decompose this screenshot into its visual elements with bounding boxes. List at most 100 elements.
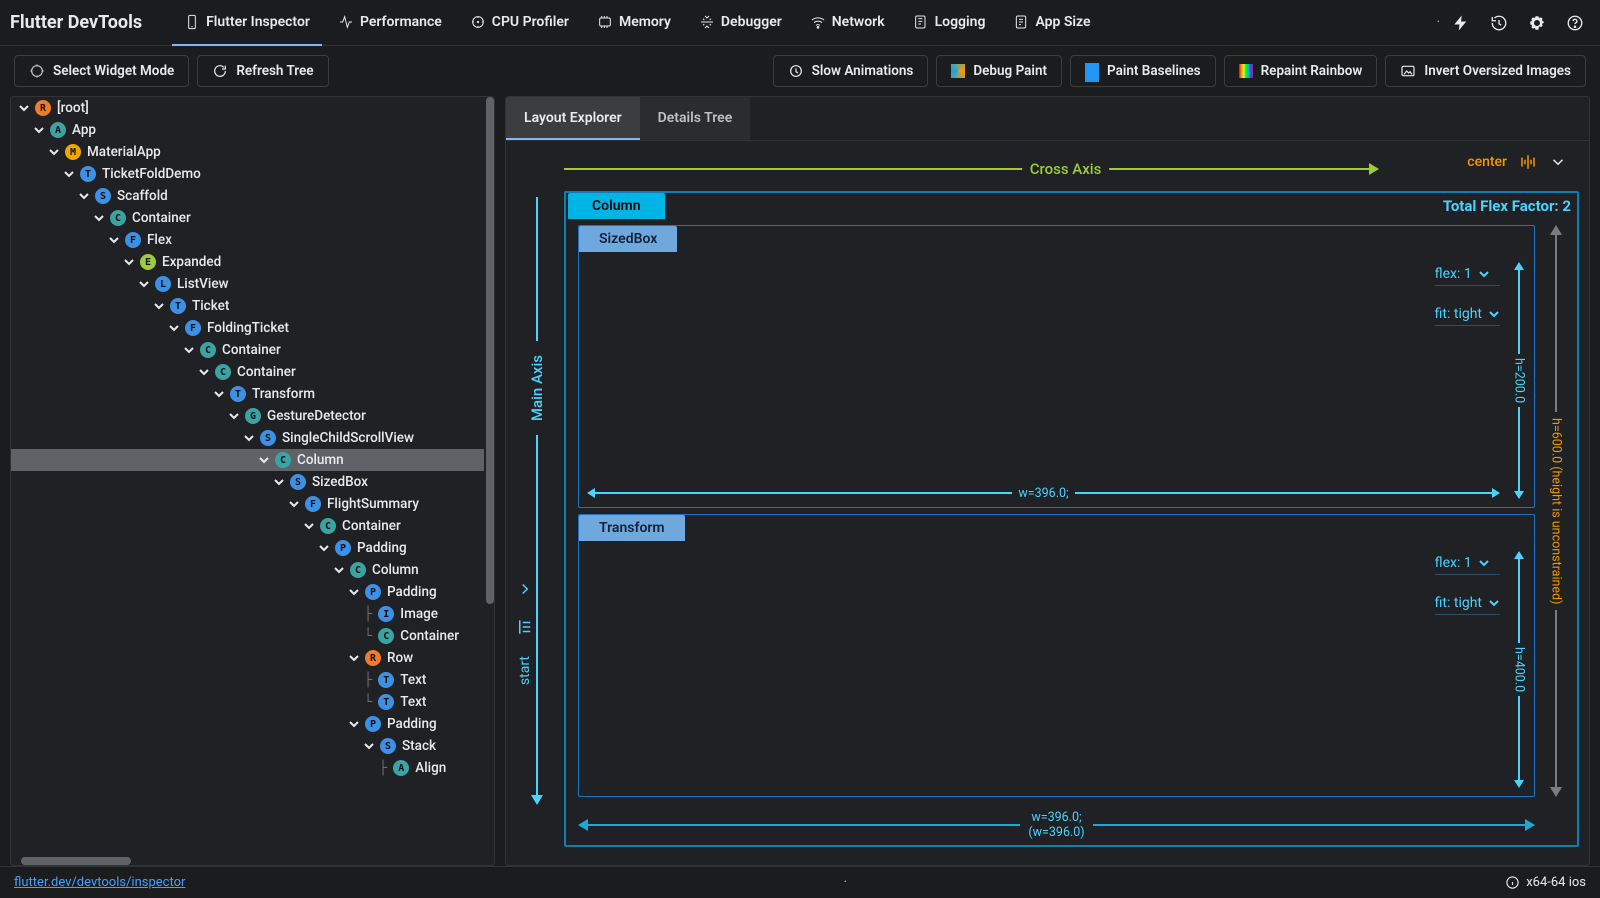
tree-node-expanded[interactable]: EExpanded <box>11 251 484 273</box>
tree-node-stack[interactable]: SStack <box>11 735 484 757</box>
invert-oversized-button[interactable]: Invert Oversized Images <box>1385 55 1586 87</box>
tab-details-tree[interactable]: Details Tree <box>640 97 751 140</box>
tree-node-row[interactable]: RRow <box>11 647 484 669</box>
badge-R: R <box>35 100 51 116</box>
slow-animations-button[interactable]: Slow Animations <box>773 55 929 87</box>
child-label[interactable]: SizedBox <box>579 226 677 252</box>
chevron-down-icon[interactable] <box>244 431 258 445</box>
child-label[interactable]: Transform <box>579 515 685 541</box>
paint-baselines-button[interactable]: Paint Baselines <box>1070 55 1216 87</box>
layout-explorer: Cross Axis center Main Axis start <box>506 141 1589 865</box>
chevron-down-icon[interactable] <box>364 739 378 753</box>
nav-cpu-profiler[interactable]: CPU Profiler <box>458 0 581 46</box>
child-box-sizedbox[interactable]: SizedBoxflex: 1fit: tighth=200.0w=396.0; <box>578 225 1535 508</box>
history-icon[interactable] <box>1484 8 1514 38</box>
tree-hscroll[interactable] <box>11 857 494 865</box>
help-icon[interactable] <box>1560 8 1590 38</box>
chevron-down-icon[interactable] <box>49 145 63 159</box>
nav-app-size[interactable]: App Size <box>1001 0 1102 46</box>
widget-tree[interactable]: R[root]AAppMMaterialAppTTicketFoldDemoSS… <box>11 97 484 855</box>
fit-dropdown[interactable]: fit: tight <box>1435 306 1500 326</box>
chevron-down-icon[interactable] <box>259 453 273 467</box>
nav-performance[interactable]: Performance <box>326 0 454 46</box>
chevron-down-icon[interactable] <box>154 299 168 313</box>
nav-network[interactable]: Network <box>798 0 897 46</box>
gear-icon[interactable] <box>1522 8 1552 38</box>
tree-node-column[interactable]: CColumn <box>11 559 484 581</box>
tree-node-flex[interactable]: FFlex <box>11 229 484 251</box>
tree-node-listview[interactable]: LListView <box>11 273 484 295</box>
refresh-tree-button[interactable]: Refresh Tree <box>197 55 328 87</box>
flex-dropdown[interactable]: flex: 1 <box>1435 555 1500 575</box>
column-label[interactable]: Column <box>568 193 665 219</box>
tree-node-padding[interactable]: PPadding <box>11 581 484 603</box>
chevron-down-icon[interactable] <box>79 189 93 203</box>
chevron-down-icon[interactable] <box>139 277 153 291</box>
debug-paint-button[interactable]: Debug Paint <box>936 55 1062 87</box>
tree-node-container[interactable]: └ CContainer <box>11 625 484 647</box>
tab-layout-explorer[interactable]: Layout Explorer <box>506 97 640 140</box>
tree-node-padding[interactable]: PPadding <box>11 537 484 559</box>
chevron-down-icon[interactable] <box>214 387 228 401</box>
tree-node-text[interactable]: ├ TText <box>11 669 484 691</box>
nav-debugger[interactable]: Debugger <box>687 0 794 46</box>
tree-node-container[interactable]: CContainer <box>11 339 484 361</box>
chevron-down-icon[interactable] <box>184 343 198 357</box>
chevron-down-icon[interactable] <box>334 563 348 577</box>
chevron-down-icon[interactable] <box>319 541 333 555</box>
tree-node-transform[interactable]: TTransform <box>11 383 484 405</box>
tree-node-align[interactable]: ├ AAlign <box>11 757 484 779</box>
chevron-down-icon[interactable] <box>124 255 138 269</box>
chevron-down-icon[interactable] <box>64 167 78 181</box>
tree-node-padding[interactable]: PPadding <box>11 713 484 735</box>
tree-vscroll[interactable] <box>486 97 494 865</box>
child-box-transform[interactable]: Transformflex: 1fit: tighth=400.0 <box>578 514 1535 797</box>
tree-node-ticket[interactable]: TTicket <box>11 295 484 317</box>
chevron-down-icon[interactable] <box>94 211 108 225</box>
tree-node-image[interactable]: ├ IImage <box>11 603 484 625</box>
chevron-down-icon[interactable] <box>19 101 33 115</box>
column-width-indicator: w=396.0;(w=396.0) <box>578 811 1535 839</box>
chevron-down-icon[interactable] <box>199 365 213 379</box>
tree-node-flightsummary[interactable]: FFlightSummary <box>11 493 484 515</box>
tree-node-sizedbox[interactable]: SSizedBox <box>11 471 484 493</box>
nav-flutter-inspector[interactable]: Flutter Inspector <box>172 0 322 46</box>
tree-node-foldingticket[interactable]: FFoldingTicket <box>11 317 484 339</box>
tree-node-text[interactable]: └ TText <box>11 691 484 713</box>
select-widget-button[interactable]: Select Widget Mode <box>14 55 189 87</box>
tree-node-app[interactable]: AApp <box>11 119 484 141</box>
bolt-icon[interactable] <box>1446 8 1476 38</box>
tree-label: SingleChildScrollView <box>282 430 414 446</box>
chevron-down-icon[interactable] <box>349 585 363 599</box>
cross-axis-align[interactable]: center <box>1467 153 1567 171</box>
repaint-rainbow-button[interactable]: Repaint Rainbow <box>1224 55 1378 87</box>
tree-node-materialapp[interactable]: MMaterialApp <box>11 141 484 163</box>
tree-label: FlightSummary <box>327 496 419 512</box>
chevron-down-icon[interactable] <box>349 717 363 731</box>
nav-logging[interactable]: Logging <box>901 0 998 46</box>
tree-node-singlechildscrollview[interactable]: SSingleChildScrollView <box>11 427 484 449</box>
nav-memory[interactable]: Memory <box>585 0 683 46</box>
badge-C: C <box>275 452 291 468</box>
tree-node-ticketfolddemo[interactable]: TTicketFoldDemo <box>11 163 484 185</box>
tree-node-container[interactable]: CContainer <box>11 361 484 383</box>
chevron-down-icon[interactable] <box>34 123 48 137</box>
tree-node-scaffold[interactable]: SScaffold <box>11 185 484 207</box>
main-axis-align[interactable]: start <box>516 580 534 685</box>
chevron-down-icon[interactable] <box>289 497 303 511</box>
chevron-down-icon[interactable] <box>304 519 318 533</box>
tree-node-root[interactable]: R[root] <box>11 97 484 119</box>
tree-node-column[interactable]: CColumn <box>11 449 484 471</box>
chevron-down-icon[interactable] <box>349 651 363 665</box>
info-icon[interactable] <box>1505 875 1520 890</box>
tree-node-gesturedetector[interactable]: GGestureDetector <box>11 405 484 427</box>
fit-dropdown[interactable]: fit: tight <box>1435 595 1500 615</box>
chevron-down-icon[interactable] <box>169 321 183 335</box>
tree-node-container[interactable]: CContainer <box>11 515 484 537</box>
chevron-down-icon[interactable] <box>229 409 243 423</box>
docs-link[interactable]: flutter.dev/devtools/inspector <box>14 875 185 890</box>
tree-node-container[interactable]: CContainer <box>11 207 484 229</box>
flex-dropdown[interactable]: flex: 1 <box>1435 266 1500 286</box>
chevron-down-icon[interactable] <box>109 233 123 247</box>
chevron-down-icon[interactable] <box>274 475 288 489</box>
